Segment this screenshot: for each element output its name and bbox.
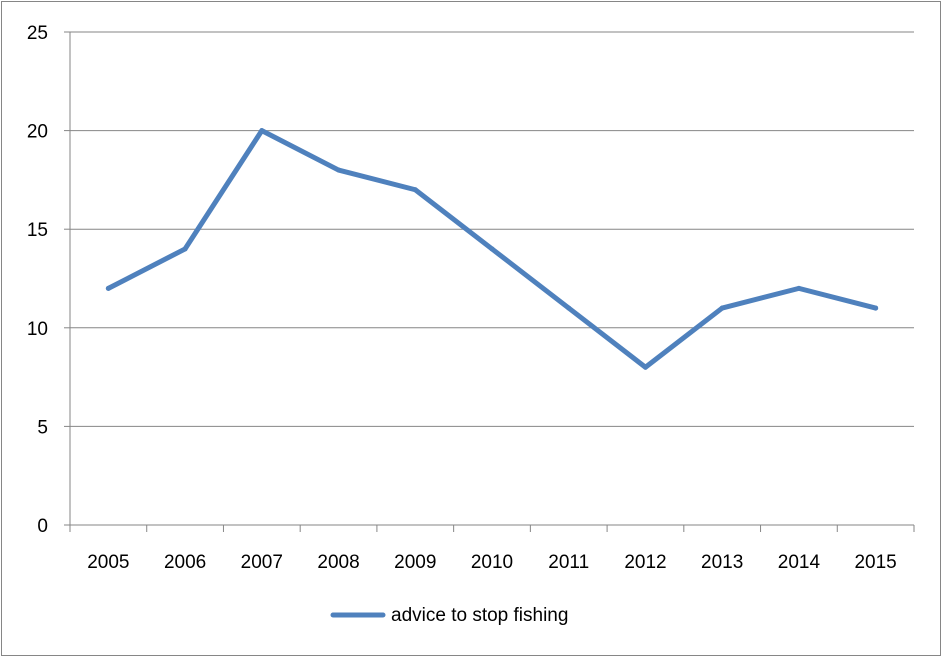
series-group bbox=[105, 128, 879, 370]
x-tick-label: 2013 bbox=[701, 552, 743, 573]
x-tick-label: 2006 bbox=[164, 552, 206, 573]
x-tick-label: 2009 bbox=[394, 552, 436, 573]
y-tick-label: 25 bbox=[27, 23, 48, 44]
gridlines bbox=[70, 31, 914, 427]
data-point bbox=[105, 285, 111, 291]
x-tick-label: 2007 bbox=[241, 552, 283, 573]
data-point bbox=[489, 246, 495, 252]
data-point bbox=[796, 285, 802, 291]
y-tick-label: 15 bbox=[27, 220, 48, 241]
data-point bbox=[336, 167, 342, 173]
y-tick-label: 5 bbox=[37, 417, 48, 438]
y-tick-label: 10 bbox=[27, 319, 48, 340]
data-point bbox=[873, 305, 879, 311]
x-tick-label: 2010 bbox=[471, 552, 513, 573]
y-axis: 0 5 10 15 20 25 bbox=[27, 23, 71, 537]
data-point bbox=[719, 305, 725, 311]
x-axis: 2005 2006 2007 2008 2009 2010 2011 2012 2013 2014… bbox=[69, 524, 915, 573]
legend-label: advice to stop fishing bbox=[391, 605, 568, 626]
x-tick-label: 2015 bbox=[854, 552, 896, 573]
x-tick-label: 2008 bbox=[317, 552, 359, 573]
y-tick-label: 0 bbox=[37, 516, 48, 537]
legend: advice to stop fishing bbox=[330, 605, 568, 626]
data-point bbox=[259, 128, 265, 134]
data-point bbox=[182, 246, 188, 252]
data-point bbox=[642, 364, 648, 370]
y-tick-label: 20 bbox=[27, 122, 48, 143]
data-point bbox=[566, 305, 572, 311]
data-point bbox=[412, 187, 418, 193]
x-tick-label: 2005 bbox=[87, 552, 129, 573]
x-tick-label: 2012 bbox=[624, 552, 666, 573]
x-tick-label: 2011 bbox=[548, 552, 589, 573]
x-tick-label: 2014 bbox=[778, 552, 821, 573]
